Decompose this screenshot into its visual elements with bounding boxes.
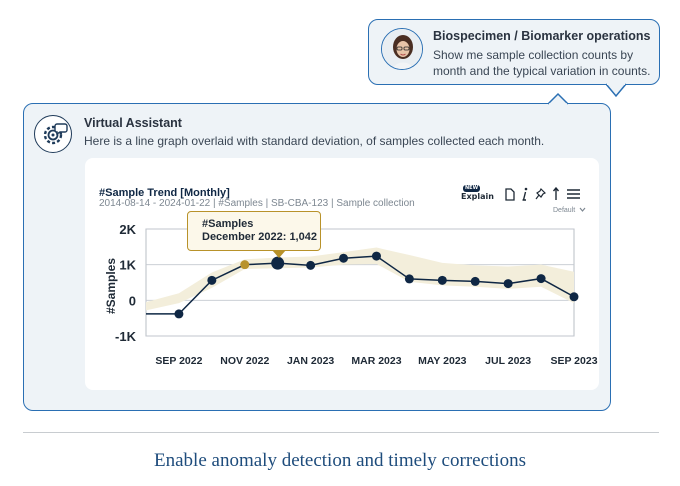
view-default-dropdown[interactable]: Default <box>553 207 586 214</box>
data-point-0[interactable] <box>174 309 184 319</box>
explain-button[interactable]: NEW Explain <box>461 185 494 205</box>
data-point-7[interactable] <box>404 274 414 284</box>
default-label: Default <box>553 207 576 214</box>
data-point-4[interactable] <box>306 260 316 270</box>
user-bubble-tail <box>605 82 627 98</box>
chevron-down-icon <box>579 207 586 212</box>
data-point-6[interactable] <box>371 251 381 261</box>
assistant-avatar <box>34 115 72 153</box>
new-badge: NEW <box>463 185 481 192</box>
info-icon[interactable] <box>521 187 529 202</box>
gear-chat-icon <box>43 123 68 145</box>
user-message: Show me sample collection counts by mont… <box>433 48 651 78</box>
tooltip-series: #Samples <box>202 218 254 230</box>
chart-title: #Sample Trend [Monthly] <box>99 187 230 199</box>
assistant-name: Virtual Assistant <box>84 116 182 130</box>
data-point-11[interactable] <box>536 274 546 284</box>
data-point-9[interactable] <box>470 276 480 286</box>
footer-tagline: Enable anomaly detection and timely corr… <box>154 450 526 471</box>
document-icon[interactable] <box>505 188 515 201</box>
assistant-panel-notch <box>547 92 569 107</box>
hamburger-menu-icon[interactable] <box>567 189 580 199</box>
footer-divider <box>23 432 659 433</box>
series-points <box>174 251 579 319</box>
tooltip-caret <box>272 250 286 258</box>
data-point-8[interactable] <box>437 275 447 285</box>
user-avatar <box>381 28 423 70</box>
data-point-12[interactable] <box>569 292 579 302</box>
data-point-10[interactable] <box>503 279 513 289</box>
tooltip-value: December 2022: 1,042 <box>202 231 317 243</box>
user-photo-avatar-icon <box>382 29 422 69</box>
assistant-message: Here is a line graph overlaid with stand… <box>84 134 545 148</box>
data-point-1[interactable] <box>207 275 217 285</box>
explain-label: Explain <box>461 192 494 201</box>
chart-card: #Sample Trend [Monthly] 2014-08-14 - 202… <box>85 158 599 390</box>
data-point-5[interactable] <box>339 253 349 263</box>
pin-icon[interactable] <box>535 188 546 200</box>
sort-icon[interactable] <box>552 187 560 201</box>
data-point-tooltip: #Samples December 2022: 1,042 <box>187 211 321 251</box>
user-name: Biospecimen / Biomarker operations <box>433 29 651 43</box>
chart-subtitle: 2014-08-14 - 2024-01-22 | #Samples | SB-… <box>99 198 415 209</box>
data-point-anomaly[interactable] <box>240 260 250 270</box>
data-point-highlighted[interactable] <box>271 256 285 270</box>
user-message-bubble: Biospecimen / Biomarker operations Show … <box>368 19 660 85</box>
